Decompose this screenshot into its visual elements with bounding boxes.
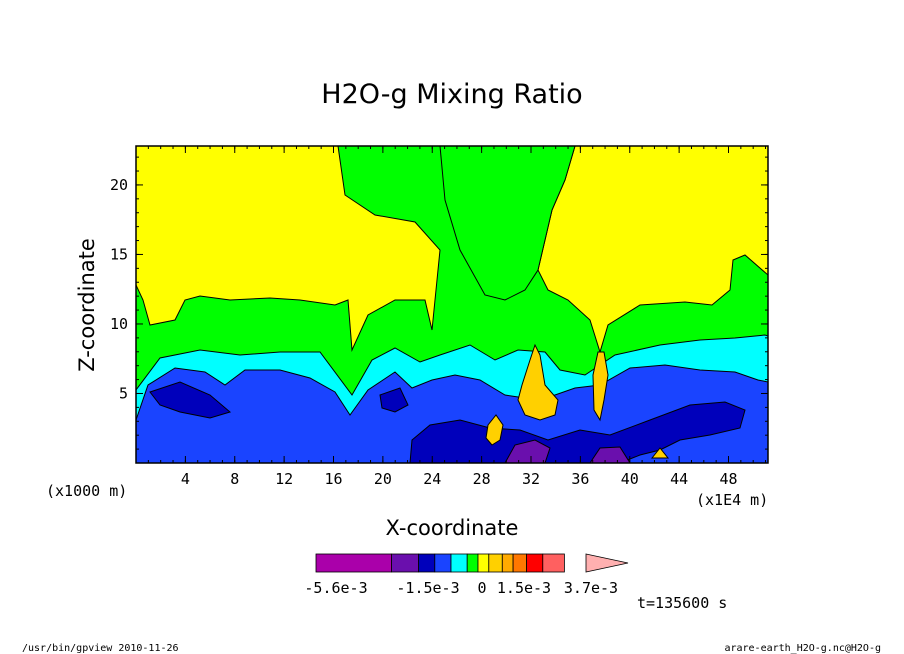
- colorbar-segment: [542, 553, 565, 573]
- plot-frame: [135, 145, 769, 464]
- purple-patch: [504, 439, 631, 463]
- colorbar-labels: -5.6e-3 -1.5e-3 0 1.5e-3 3.7e-3: [304, 579, 618, 597]
- colorbar: [315, 553, 629, 573]
- orange-plume-3: [485, 414, 670, 459]
- y-tick-label: 10: [110, 315, 128, 333]
- x-tick-label: 44: [670, 470, 688, 488]
- x-tick-label: 48: [719, 470, 737, 488]
- colorbar-label: 3.7e-3: [564, 579, 618, 597]
- y-axis: 5 10 15 20: [110, 156, 768, 450]
- colorbar-segment: [418, 553, 436, 573]
- colorbar-segment: [501, 553, 514, 573]
- x-unit-label: (x1E4 m): [696, 491, 768, 509]
- x-axis: 4 8 12 16 20 24 28 32 36 40 44 48: [147, 146, 767, 488]
- colorbar-segment: [315, 553, 392, 573]
- yellow-upper-region: [136, 146, 441, 352]
- y-tick-label: 5: [119, 384, 128, 402]
- time-label: t=135600 s: [637, 594, 727, 612]
- x-tick-label: 40: [621, 470, 639, 488]
- x-tick-label: 20: [374, 470, 392, 488]
- footer-left: /usr/bin/gpview 2010-11-26: [22, 643, 179, 654]
- x-tick-label: 12: [275, 470, 293, 488]
- colorbar-label: -1.5e-3: [396, 579, 459, 597]
- colorbar-label: -5.6e-3: [304, 579, 367, 597]
- x-tick-label: 16: [324, 470, 342, 488]
- colorbar-segment: [477, 553, 490, 573]
- plot-area: [136, 146, 768, 463]
- colorbar-segment: [512, 553, 527, 573]
- orange-plume-2: [592, 351, 609, 422]
- x-tick-label: 32: [522, 470, 540, 488]
- chart-title: H2O-g Mixing Ratio: [321, 79, 582, 110]
- colorbar-segment: [391, 553, 420, 573]
- x-tick-label: 24: [423, 470, 441, 488]
- navy-band: [149, 381, 746, 463]
- y-axis-label: Z-coordinate: [75, 238, 99, 372]
- x-axis-label: X-coordinate: [386, 516, 519, 540]
- colorbar-arrow: [585, 553, 629, 573]
- x-tick-label: 28: [473, 470, 491, 488]
- y-tick-label: 20: [110, 176, 128, 194]
- colorbar-segment: [450, 553, 468, 573]
- x-tick-label: 36: [571, 470, 589, 488]
- x-tick-label: 8: [230, 470, 239, 488]
- colorbar-segment: [526, 553, 544, 573]
- x-tick-label: 4: [181, 470, 190, 488]
- colorbar-segment: [466, 553, 479, 573]
- colorbar-label: 0: [477, 579, 486, 597]
- green-tongue: [439, 146, 576, 301]
- footer-right: arare-earth_H2O-g.nc@H2O-g: [724, 643, 881, 654]
- y-tick-label: 15: [110, 245, 128, 263]
- colorbar-label: 1.5e-3: [497, 579, 551, 597]
- colorbar-segment: [434, 553, 452, 573]
- colorbar-segment: [488, 553, 503, 573]
- orange-plume-1: [517, 343, 559, 421]
- y-unit-label: (x1000 m): [46, 482, 127, 500]
